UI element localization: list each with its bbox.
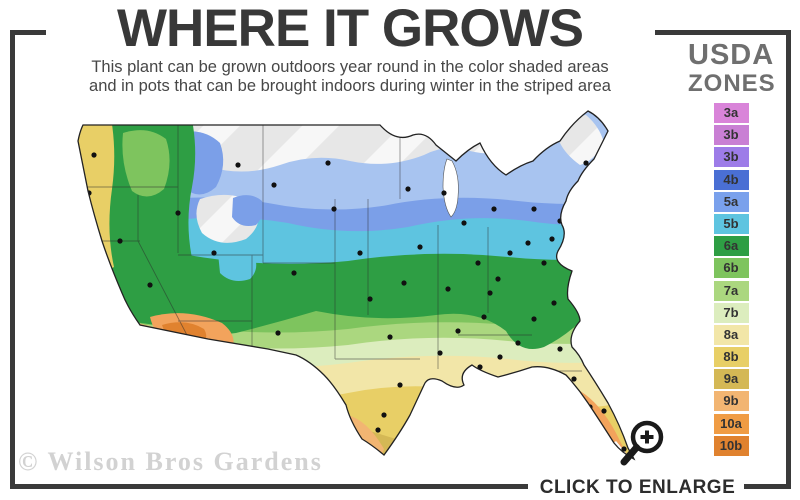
zone-swatch-3b: 3b <box>713 125 749 146</box>
zone-swatch-6b: 6b <box>713 258 749 279</box>
zone-swatch-10a: 10a <box>713 413 749 434</box>
zone-swatch-7a: 7a <box>713 280 749 301</box>
zone-swatch-6a: 6a <box>713 236 749 257</box>
frame-border <box>10 30 46 35</box>
frame-border <box>744 484 791 489</box>
zone-swatch-10b: 10b <box>713 435 749 456</box>
lake-michigan <box>442 158 459 218</box>
frame-border <box>655 30 791 35</box>
zone-swatch-5b: 5b <box>713 213 749 234</box>
legend-title: ZONES <box>688 70 776 97</box>
usda-zones-legend: USDA ZONES 3a 3b 3b 4b 5a 5b 6a 6b 7a 7b 8a 8b 9a 9b 1… <box>688 39 776 458</box>
state-borders <box>80 125 582 372</box>
zone-swatch-8a: 8a <box>713 324 749 345</box>
page-title: WHERE IT GROWS <box>117 0 584 58</box>
zone-swatch-7b: 7b <box>713 302 749 323</box>
us-hardiness-map[interactable] <box>28 103 668 483</box>
enlarge-label: CLICK TO ENLARGE <box>539 477 736 498</box>
zone-swatch-9a: 9a <box>713 369 749 390</box>
magnifier-plus-icon <box>620 420 663 466</box>
header: WHERE IT GROWS This plant can be grown o… <box>45 0 655 96</box>
frame-border <box>10 30 15 489</box>
zone-swatch-3b: 3b <box>713 147 749 168</box>
frame-border <box>786 30 791 489</box>
usa-map-graphic <box>77 110 636 461</box>
frame-border <box>10 484 528 489</box>
subtitle-line-1: This plant can be grown outdoors year ro… <box>91 58 609 76</box>
zone-list: 3a 3b 3b 4b 5a 5b 6a 6b 7a 7b 8a 8b 9a 9b 10a 10b <box>688 103 774 456</box>
zone-swatch-8b: 8b <box>713 347 749 368</box>
zone-swatch-5a: 5a <box>713 191 749 212</box>
watermark: © Wilson Bros Gardens <box>18 447 323 476</box>
zone-swatch-9b: 9b <box>713 391 749 412</box>
subtitle-line-2: and in pots that can be brought indoors … <box>89 77 611 95</box>
zone-swatch-4b: 4b <box>713 169 749 190</box>
zone-swatch-3a: 3a <box>713 103 749 123</box>
click-to-enlarge[interactable]: CLICK TO ENLARGE <box>535 418 740 499</box>
legend-title: USDA <box>688 39 775 71</box>
